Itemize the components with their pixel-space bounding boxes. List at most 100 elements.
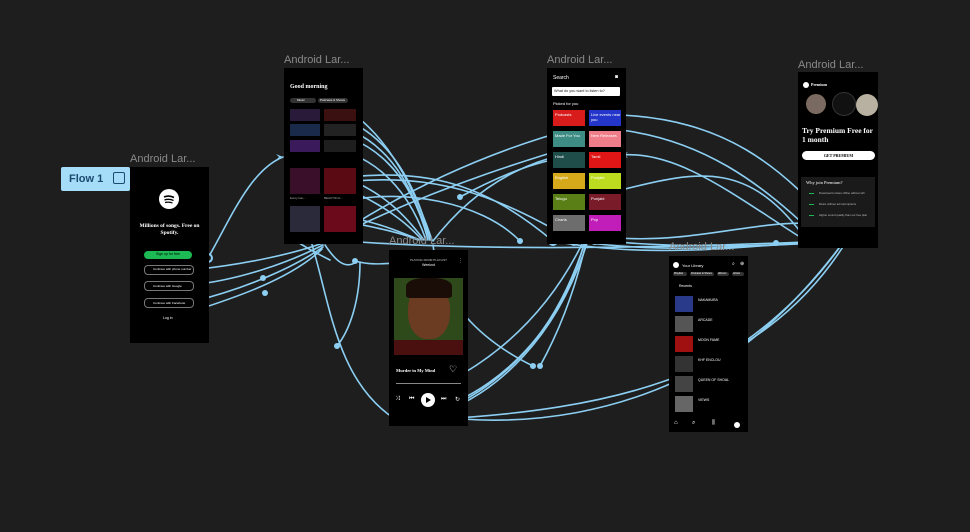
chip-playlists[interactable]: Playlists	[673, 272, 687, 276]
progress-bar[interactable]	[396, 383, 461, 384]
category-label: Made For You	[555, 133, 580, 138]
frame-label-search[interactable]: Android Lar...	[547, 54, 613, 66]
library-item-label: NAKAMURA	[698, 298, 718, 302]
chip-artists[interactable]: Artists	[732, 272, 744, 276]
category-tile[interactable]: Punjabi	[589, 194, 621, 210]
frame-label-premium[interactable]: Android Lar...	[798, 59, 864, 71]
shortcut-card[interactable]	[290, 109, 320, 121]
play-icon[interactable]	[421, 393, 435, 407]
facebook-button[interactable]: Continue with Facebook	[144, 298, 194, 308]
login-frame[interactable]: Millions of songs. Free on Spotify. Sign…	[130, 167, 209, 343]
artist-image	[832, 92, 856, 116]
category-label: Telugu	[555, 196, 567, 201]
category-tile[interactable]: Hindi	[553, 152, 585, 168]
library-item[interactable]: KHF ENCLOU	[675, 356, 745, 372]
frame-label-home[interactable]: Android Lar...	[284, 54, 350, 66]
artist-image	[856, 94, 878, 116]
previous-icon[interactable]: ⏮	[409, 396, 415, 402]
search-icon[interactable]: ⌕	[732, 261, 735, 267]
song-title: Murder in My Mind	[396, 368, 436, 373]
category-tile[interactable]: Pop	[589, 215, 621, 231]
login-link[interactable]: Log in	[163, 316, 173, 320]
check-icon	[809, 193, 814, 194]
benefits-card: Why join Premium? Download to listen off…	[801, 177, 875, 227]
avatar[interactable]	[673, 262, 679, 268]
album-caption: Every kan...	[290, 196, 306, 200]
chip-podcasts[interactable]: Podcasts & Shows	[318, 98, 348, 103]
library-item-label: KHF ENCLOU	[698, 358, 721, 362]
frame-label-player[interactable]: Android Lar...	[389, 235, 455, 247]
library-item-label: ARCADE	[698, 318, 713, 322]
category-tile[interactable]: English	[553, 173, 585, 189]
library-item[interactable]: QUEEN OF SHOAL	[675, 376, 745, 392]
home-frame[interactable]: Good morning Music Podcasts & Shows Ever…	[284, 68, 363, 244]
chip-podcasts[interactable]: Podcasts & Shows	[690, 272, 714, 276]
shortcut-card[interactable]	[290, 140, 320, 152]
spotify-nav-icon[interactable]	[734, 422, 740, 428]
frame-label-library[interactable]: Android Lar...	[669, 241, 735, 253]
shortcut-card[interactable]	[324, 124, 356, 136]
heart-icon[interactable]: ♡	[449, 364, 458, 374]
category-tile[interactable]: Punjabi	[589, 173, 621, 189]
category-tile[interactable]: Made For You	[553, 131, 585, 147]
flow-start-tag[interactable]: Flow 1	[61, 167, 130, 191]
phone-button[interactable]: Continue with phone number	[144, 265, 194, 275]
chip-music[interactable]: Music	[290, 98, 316, 103]
shortcut-card[interactable]	[324, 140, 356, 152]
next-icon[interactable]: ⏭	[441, 396, 447, 402]
chip-albums[interactable]: Albums	[717, 272, 729, 276]
category-label: New Releases	[591, 133, 617, 138]
album-cover[interactable]	[290, 168, 320, 194]
google-button[interactable]: Continue with Google	[144, 281, 194, 291]
why-heading: Why join Premium?	[806, 180, 843, 185]
camera-icon[interactable]: ◙	[615, 74, 619, 80]
library-item[interactable]: NAKAMURA	[675, 296, 745, 312]
library-frame[interactable]: Your Library ⌕ ⊕ Playlists Podcasts & Sh…	[669, 256, 748, 432]
get-premium-button[interactable]: GET PREMIUM	[802, 151, 875, 160]
home-nav-icon[interactable]: ⌂	[674, 420, 678, 426]
library-item-label: QUEEN OF SHOAL	[698, 378, 730, 382]
category-tile[interactable]: Tamil	[589, 152, 621, 168]
shortcut-card[interactable]	[324, 109, 356, 121]
library-item[interactable]: VIEWS	[675, 396, 745, 412]
premium-frame[interactable]: Premium Try Premium Free for 1 month GET…	[798, 72, 878, 248]
library-nav-icon[interactable]: ⫼	[712, 420, 715, 426]
artist-image	[806, 94, 826, 114]
add-icon[interactable]: ⊕	[740, 261, 745, 267]
album-cover[interactable]	[290, 206, 320, 232]
album-cover[interactable]	[324, 206, 356, 232]
benefit-item: Higher sound quality than our free plan	[819, 213, 868, 217]
shuffle-icon[interactable]: ⤨	[395, 396, 400, 402]
more-options-icon[interactable]: ⋮	[458, 258, 463, 264]
search-title: Search	[553, 75, 569, 81]
login-tagline: Millions of songs. Free on Spotify.	[139, 223, 200, 236]
search-frame[interactable]: Search ◙ What do you want to listen to? …	[547, 68, 626, 244]
album-cover[interactable]	[324, 168, 356, 194]
play-flow-icon[interactable]	[113, 172, 125, 184]
flow-label: Flow 1	[69, 173, 104, 185]
category-tile[interactable]: Live events near you	[589, 110, 621, 126]
signup-button[interactable]: Sign up for free	[144, 251, 192, 259]
recents-heading: Recents	[679, 284, 692, 288]
library-item-label: MOON FAME	[698, 338, 720, 342]
frame-label-login[interactable]: Android Lar...	[130, 153, 196, 165]
library-title: Your Library	[682, 263, 704, 268]
category-tile[interactable]: New Releases	[589, 131, 621, 147]
category-tile[interactable]: Podcasts	[553, 110, 585, 126]
search-input[interactable]: What do you want to listen to?	[552, 87, 620, 96]
search-nav-icon[interactable]: ⌕	[692, 420, 696, 426]
player-frame[interactable]: PLAYING FROM PLAYLIST Weeknd ⋮ Murder in…	[389, 250, 468, 426]
player-playlist: Weeknd	[422, 263, 435, 267]
library-item[interactable]: MOON FAME	[675, 336, 745, 352]
library-item-label: VIEWS	[698, 398, 710, 402]
album-thumbnail	[675, 296, 693, 312]
category-tile[interactable]: Telugu	[553, 194, 585, 210]
album-caption: BEAUTIFUL...	[324, 196, 344, 200]
category-label: Punjabi	[591, 175, 605, 180]
shortcut-card[interactable]	[290, 124, 320, 136]
category-label: Hindi	[555, 154, 565, 159]
library-item[interactable]: ARCADE	[675, 316, 745, 332]
premium-offer: Try Premium Free for 1 month	[802, 126, 873, 144]
repeat-icon[interactable]: ↻	[455, 397, 461, 403]
category-tile[interactable]: Charts	[553, 215, 585, 231]
